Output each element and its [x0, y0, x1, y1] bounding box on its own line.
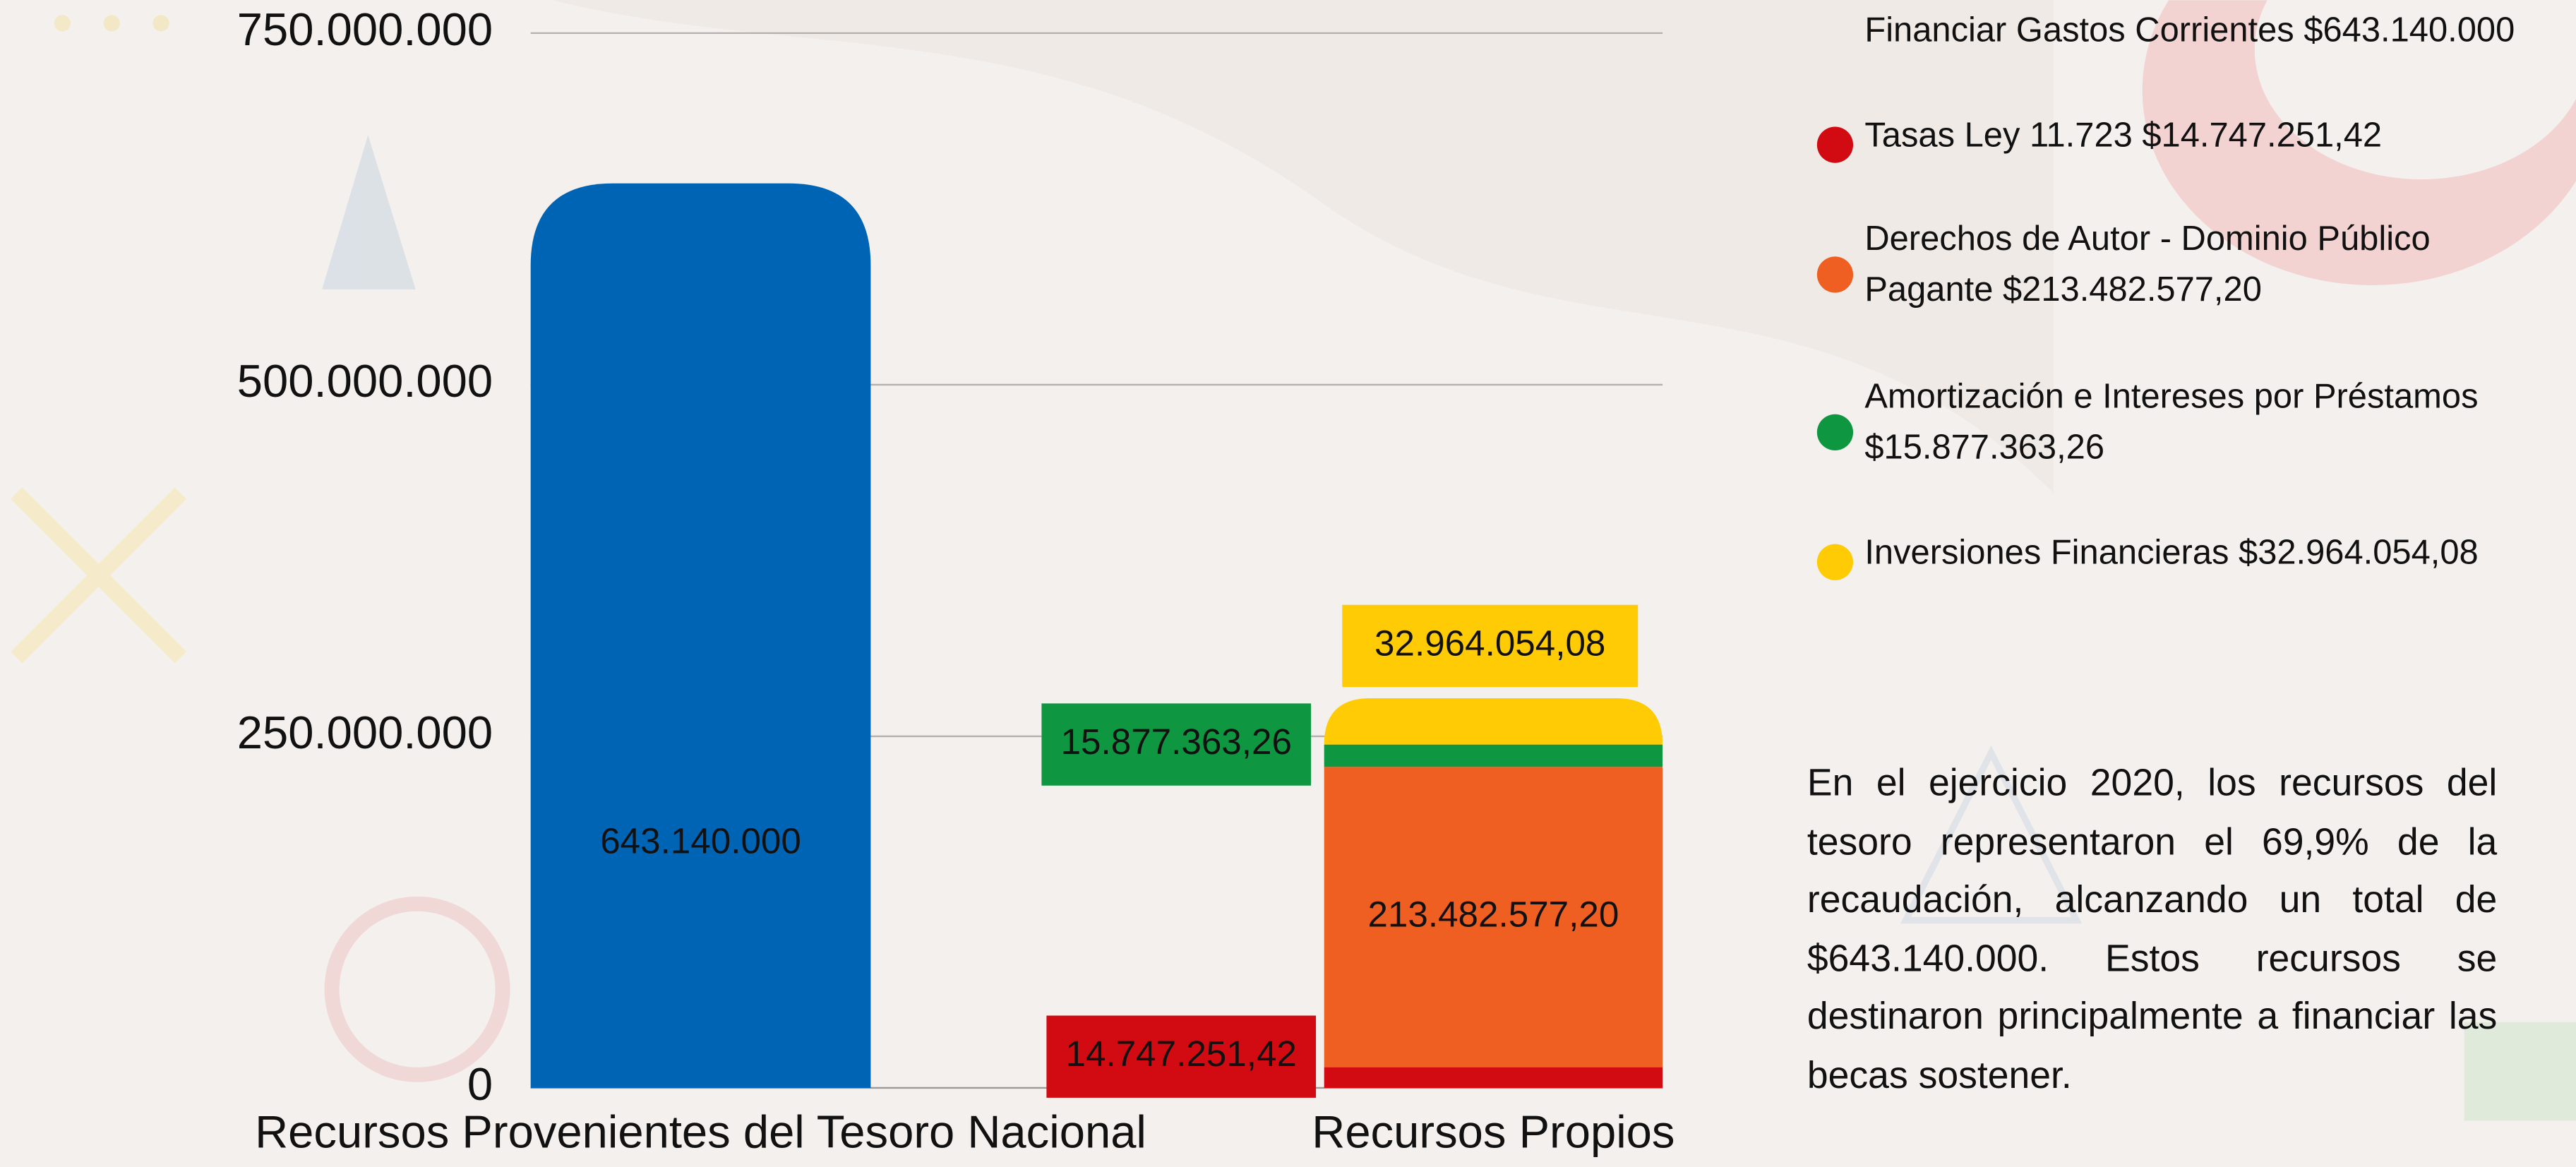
y-tick-label: 500.000.000 [237, 355, 493, 407]
legend-label: Financiar Gastos Corrientes $643.140.000 [1864, 5, 2554, 56]
value-label: 213.482.577,20 [1367, 894, 1619, 934]
chart: 0 250.000.000 500.000.000 750.000.000 Recurs… [0, 0, 2576, 1167]
x-tick-label: Recursos Provenientes del Tesoro Naciona… [255, 1106, 1146, 1158]
y-tick-label: 0 [467, 1058, 493, 1110]
bar-segment [1324, 745, 1663, 767]
legend-label: Derechos de Autor - Dominio Público Paga… [1864, 214, 2554, 316]
page: {"chart_data": {"type": "bar", "stacked"… [0, 0, 2576, 1167]
note: En el ejercicio 2020, los recursos del t… [1807, 650, 2497, 1105]
bar-segment [1324, 1067, 1663, 1088]
legend-entry: Inversiones Financieras $32.964.054,08 [1864, 527, 2554, 642]
bar-segment [1324, 698, 1663, 745]
bar-segment [531, 184, 871, 1088]
legend-label: Amortización e Intereses por Préstamos $… [1864, 371, 2554, 473]
legend-entry: Amortización e Intereses por Préstamos $… [1864, 371, 2554, 486]
note-box: En el ejercicio 2020, los recursos del t… [1807, 650, 2497, 1142]
legend-marker [1817, 414, 1853, 450]
x-tick-label: Recursos Propios [1312, 1106, 1675, 1158]
legend-entry: Derechos de Autor - Dominio Público Paga… [1864, 214, 2554, 329]
legend-label: Inversiones Financieras $32.964.054,08 [1864, 527, 2554, 578]
legend-marker [1817, 127, 1853, 163]
legend-label: Tasas Ley 11.723 $14.747.251,42 [1864, 110, 2554, 161]
legend-entry: Tasas Ley 11.723 $14.747.251,42 [1864, 110, 2554, 225]
value-label: 14.747.251,42 [1066, 1034, 1297, 1074]
value-label: 32.964.054,08 [1374, 623, 1605, 663]
y-tick-label: 750.000.000 [237, 4, 493, 55]
legend-marker [1817, 256, 1853, 292]
y-tick-label: 250.000.000 [237, 707, 493, 758]
value-label: 643.140.000 [600, 821, 801, 861]
value-label: 15.877.363,26 [1061, 722, 1292, 762]
legend-marker [1817, 544, 1853, 580]
legend-entry: Financiar Gastos Corrientes $643.140.000 [1864, 5, 2554, 120]
